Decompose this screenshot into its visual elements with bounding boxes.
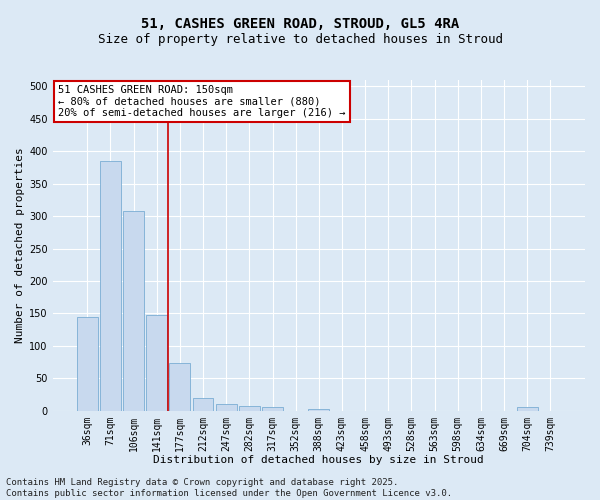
Bar: [193, 398, 214, 410]
Y-axis label: Number of detached properties: Number of detached properties: [15, 148, 25, 343]
Text: 51 CASHES GREEN ROAD: 150sqm
← 80% of detached houses are smaller (880)
20% of s: 51 CASHES GREEN ROAD: 150sqm ← 80% of de…: [58, 85, 346, 118]
Bar: [100, 161, 121, 410]
Bar: [262, 408, 283, 410]
Bar: [216, 404, 236, 410]
Bar: [146, 314, 167, 410]
Bar: [308, 409, 329, 410]
Bar: [123, 211, 144, 410]
Bar: [239, 406, 260, 410]
Bar: [517, 408, 538, 410]
X-axis label: Distribution of detached houses by size in Stroud: Distribution of detached houses by size …: [154, 455, 484, 465]
Text: Size of property relative to detached houses in Stroud: Size of property relative to detached ho…: [97, 32, 503, 46]
Text: 51, CASHES GREEN ROAD, STROUD, GL5 4RA: 51, CASHES GREEN ROAD, STROUD, GL5 4RA: [141, 18, 459, 32]
Bar: [169, 364, 190, 410]
Text: Contains HM Land Registry data © Crown copyright and database right 2025.
Contai: Contains HM Land Registry data © Crown c…: [6, 478, 452, 498]
Bar: [77, 316, 98, 410]
